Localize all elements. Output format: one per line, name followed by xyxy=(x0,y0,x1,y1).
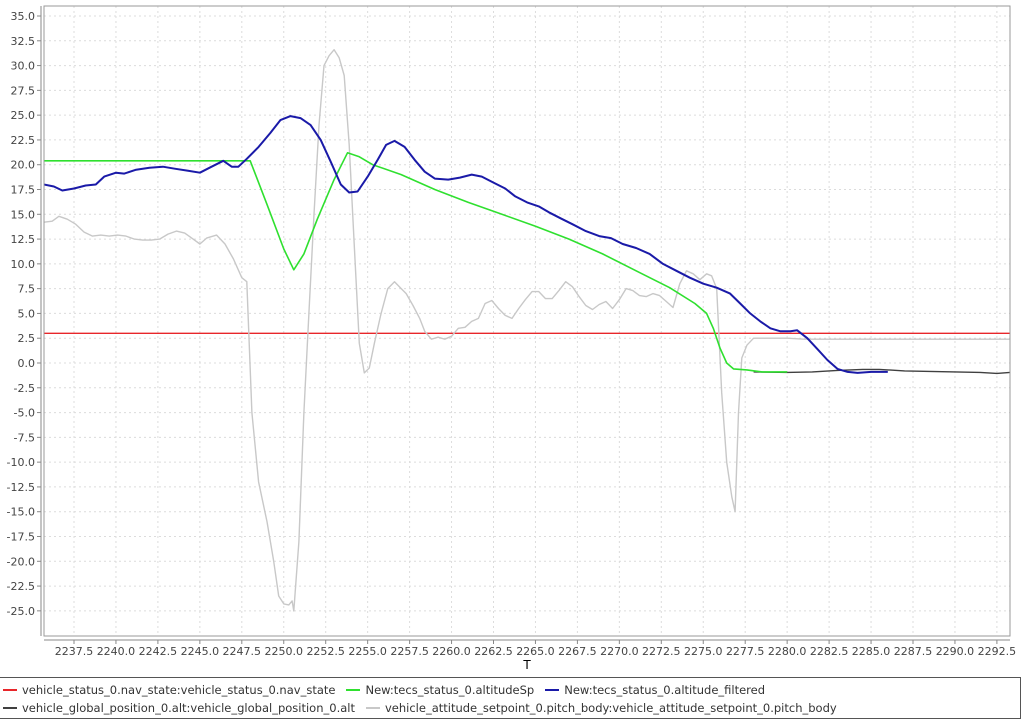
legend-item: vehicle_attitude_setpoint_0.pitch_body:v… xyxy=(363,701,837,715)
legend-row-2: vehicle_global_position_0.alt:vehicle_gl… xyxy=(0,699,845,717)
x-tick-label: 2292.5 xyxy=(978,645,1017,658)
legend-label: New:tecs_status_0.altitudeSp xyxy=(365,683,535,697)
x-tick-label: 2267.5 xyxy=(558,645,597,658)
legend-item: New:tecs_status_0.altitude_filtered xyxy=(542,683,765,697)
series-line-3 xyxy=(44,152,788,373)
x-tick-label: 2255.0 xyxy=(348,645,387,658)
y-tick-label: 35.0 xyxy=(11,10,36,23)
line-chart: 35.0 32.5 30.0 27.5 25.0 22.5 20.0 17.5 15.0 12.5… xyxy=(7,5,1016,672)
x-tick-label: 2245.0 xyxy=(181,645,220,658)
series-line-4 xyxy=(44,115,888,374)
y-tick-label: -10.0 xyxy=(7,456,35,469)
x-tick-label: 2265.0 xyxy=(516,645,555,658)
plot-border xyxy=(43,5,1011,637)
legend-label: vehicle_status_0.nav_state:vehicle_statu… xyxy=(22,683,336,697)
legend-row-1: vehicle_status_0.nav_state:vehicle_statu… xyxy=(0,681,773,699)
legend-swatch-icon xyxy=(545,689,560,691)
y-tick-label: 30.0 xyxy=(11,60,36,73)
x-tick-label: 2247.5 xyxy=(223,645,262,658)
series-line-1 xyxy=(44,49,1010,612)
y-tick-label: 5.0 xyxy=(18,307,36,320)
y-tick-label: -25.0 xyxy=(7,605,35,618)
y-tick-label: 15.0 xyxy=(11,208,36,221)
x-tick-label: 2272.5 xyxy=(642,645,681,658)
y-tick-label: 32.5 xyxy=(11,35,36,48)
legend-swatch-icon xyxy=(346,689,361,691)
y-tick-label: -7.5 xyxy=(14,431,35,444)
legend-label: vehicle_global_position_0.alt:vehicle_gl… xyxy=(22,701,355,715)
legend: vehicle_status_0.nav_state:vehicle_statu… xyxy=(0,677,1021,719)
x-tick-label: 2252.5 xyxy=(306,645,345,658)
x-tick-label: 2260.0 xyxy=(432,645,471,658)
y-tick-label: 20.0 xyxy=(11,159,36,172)
legend-item: vehicle_status_0.nav_state:vehicle_statu… xyxy=(0,683,335,697)
x-tick-label: 2257.5 xyxy=(390,645,429,658)
y-tick-label: 27.5 xyxy=(11,84,36,97)
legend-swatch-icon xyxy=(3,689,17,691)
x-tick-label: 2270.0 xyxy=(600,645,639,658)
plot-background xyxy=(44,6,1010,636)
x-tick-label: 2262.5 xyxy=(474,645,513,658)
y-tick-label: 22.5 xyxy=(11,134,36,147)
x-tick-label: 2280.0 xyxy=(768,645,807,658)
y-tick-label: -22.5 xyxy=(7,580,35,593)
y-tick-label: 0.0 xyxy=(18,357,36,370)
y-tick-label: 10.0 xyxy=(11,258,36,271)
x-tick-label: 2290.0 xyxy=(936,645,975,658)
y-tick-label: -5.0 xyxy=(14,407,35,420)
y-tick-label: -15.0 xyxy=(7,506,35,519)
legend-swatch-icon xyxy=(365,707,380,709)
legend-label: vehicle_attitude_setpoint_0.pitch_body:v… xyxy=(384,701,837,715)
x-tick-label: 2282.5 xyxy=(810,645,849,658)
x-axis-label: T xyxy=(522,658,531,672)
x-tick-label: 2275.0 xyxy=(684,645,723,658)
y-tick-label: 12.5 xyxy=(11,233,36,246)
y-axis-ticks: 35.0 32.5 30.0 27.5 25.0 22.5 20.0 17.5 15.0 12.5… xyxy=(7,10,41,618)
y-tick-label: 25.0 xyxy=(11,109,36,122)
legend-label: New:tecs_status_0.altitude_filtered xyxy=(564,683,766,697)
y-tick-label: -17.5 xyxy=(7,530,35,543)
series-line-2 xyxy=(753,368,1010,375)
legend-swatch-icon xyxy=(3,707,17,709)
x-tick-label: 2237.5 xyxy=(55,645,94,658)
data-series xyxy=(44,49,1010,612)
x-tick-label: 2285.0 xyxy=(852,645,891,658)
y-tick-label: -20.0 xyxy=(7,555,35,568)
x-tick-label: 2240.0 xyxy=(97,645,136,658)
y-tick-label: 17.5 xyxy=(11,184,36,197)
legend-item: New:tecs_status_0.altitudeSp xyxy=(343,683,534,697)
y-tick-label: 2.5 xyxy=(18,332,36,345)
x-tick-label: 2250.0 xyxy=(265,645,304,658)
x-tick-label: 2242.5 xyxy=(139,645,178,658)
grid-lines xyxy=(44,6,1010,636)
y-tick-label: -12.5 xyxy=(7,481,35,494)
x-tick-label: 2277.5 xyxy=(726,645,765,658)
y-tick-label: 7.5 xyxy=(18,283,36,296)
legend-item: vehicle_global_position_0.alt:vehicle_gl… xyxy=(0,701,355,715)
x-tick-label: 2287.5 xyxy=(894,645,933,658)
x-axis-ticks: 2237.5 2240.0 2242.5 2245.0 2247.5 2250.0 2252… xyxy=(55,640,1016,658)
y-tick-label: -2.5 xyxy=(14,382,35,395)
